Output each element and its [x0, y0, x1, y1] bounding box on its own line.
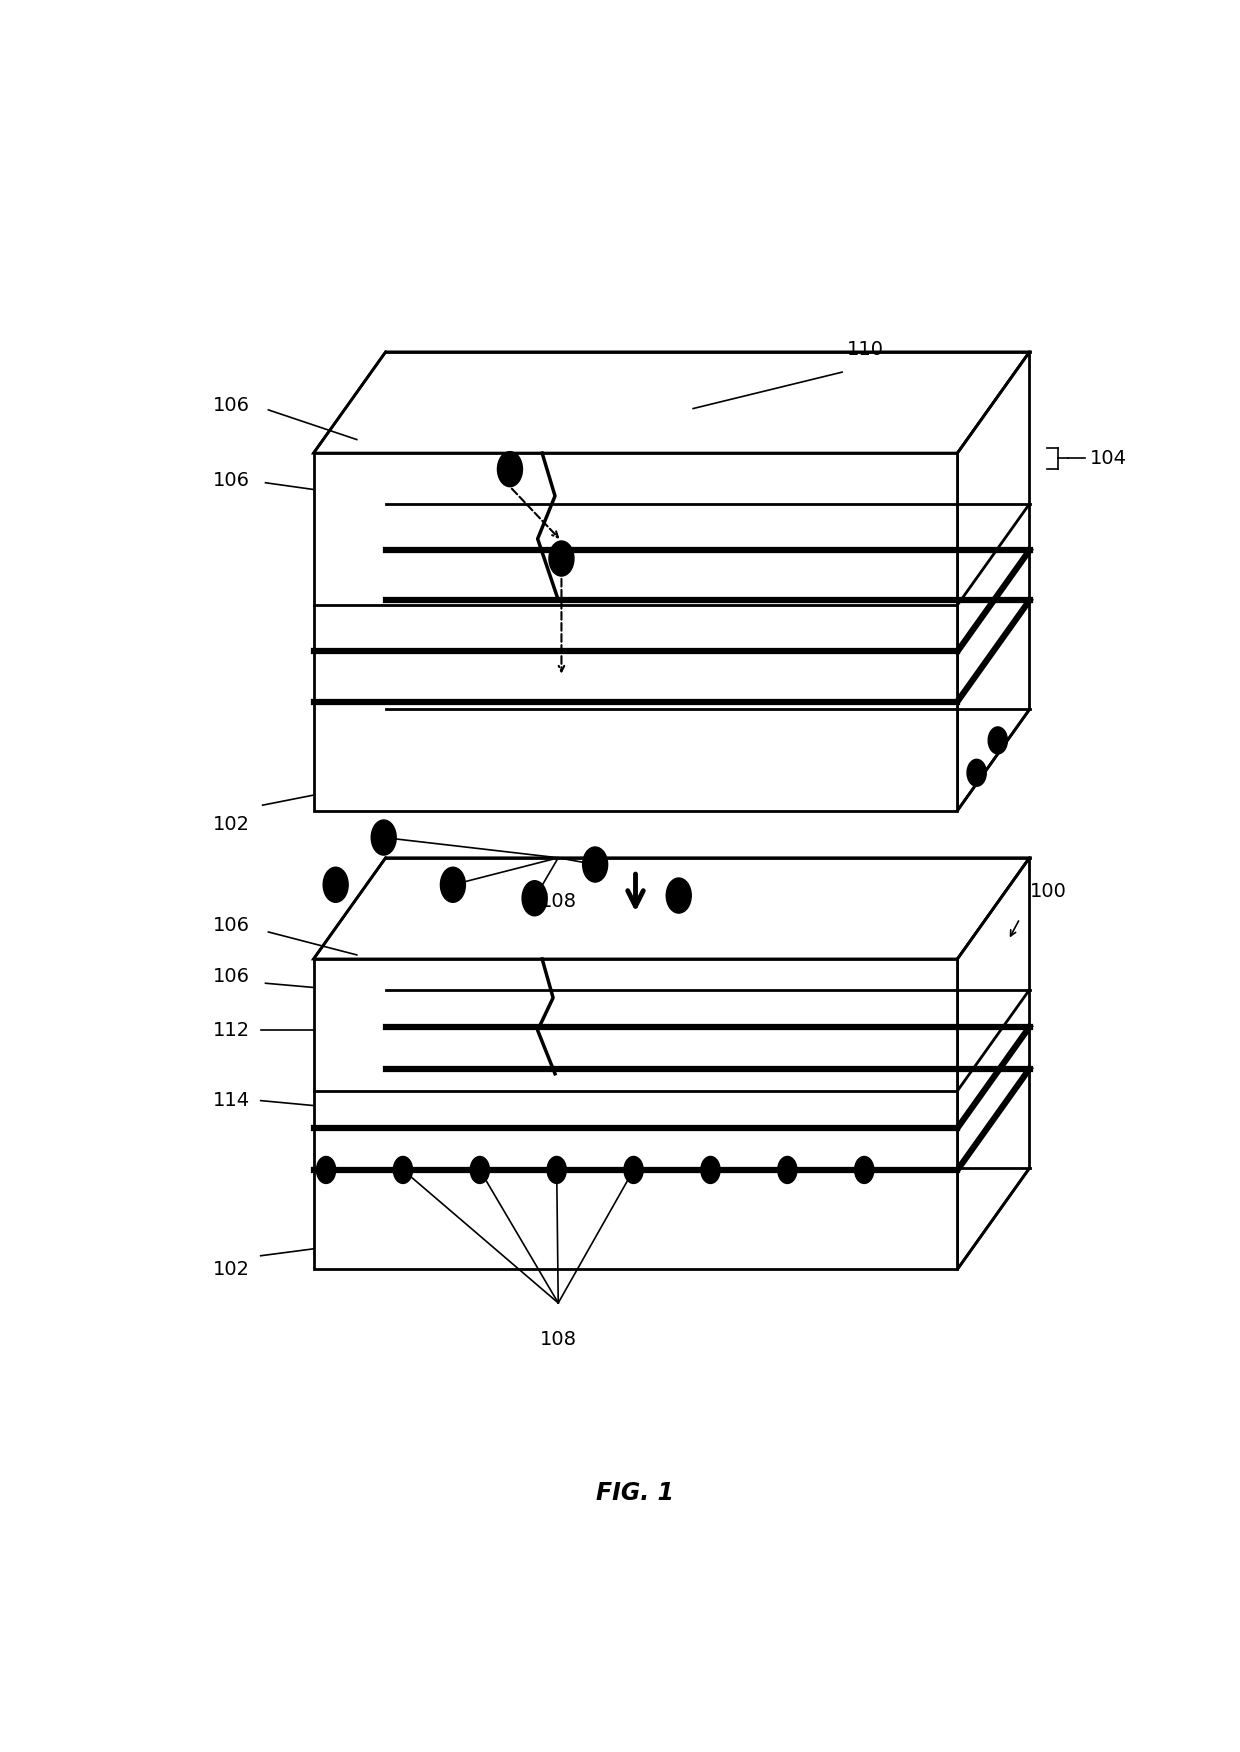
Text: 114: 114 — [213, 1091, 249, 1111]
Circle shape — [854, 1156, 874, 1183]
Circle shape — [324, 867, 348, 902]
Circle shape — [967, 759, 986, 787]
Text: 106: 106 — [213, 916, 249, 936]
Circle shape — [522, 881, 547, 916]
Circle shape — [701, 1156, 720, 1183]
Text: 108: 108 — [539, 1330, 577, 1349]
Text: FIG. 1: FIG. 1 — [596, 1482, 675, 1505]
Circle shape — [583, 846, 608, 881]
Circle shape — [497, 452, 522, 487]
Circle shape — [777, 1156, 797, 1183]
Text: 102: 102 — [213, 815, 249, 834]
Text: 106: 106 — [213, 396, 249, 415]
Text: 112: 112 — [213, 1021, 249, 1041]
Text: 110: 110 — [847, 340, 884, 359]
Polygon shape — [314, 352, 1029, 454]
Circle shape — [547, 1156, 567, 1183]
Circle shape — [371, 820, 397, 855]
Circle shape — [549, 541, 574, 576]
Polygon shape — [957, 352, 1029, 811]
Circle shape — [666, 878, 691, 913]
Text: 106: 106 — [213, 471, 249, 489]
Circle shape — [624, 1156, 644, 1183]
Polygon shape — [314, 454, 957, 811]
Polygon shape — [957, 858, 1029, 1268]
Circle shape — [316, 1156, 336, 1183]
Text: 102: 102 — [213, 1260, 249, 1279]
Polygon shape — [314, 958, 957, 1268]
Text: 108: 108 — [539, 892, 577, 911]
Circle shape — [393, 1156, 413, 1183]
Text: 104: 104 — [1090, 449, 1127, 468]
Circle shape — [440, 867, 465, 902]
Circle shape — [988, 727, 1007, 753]
Text: 100: 100 — [1029, 881, 1066, 901]
Polygon shape — [314, 858, 1029, 958]
Text: 106: 106 — [213, 967, 249, 986]
Circle shape — [470, 1156, 490, 1183]
